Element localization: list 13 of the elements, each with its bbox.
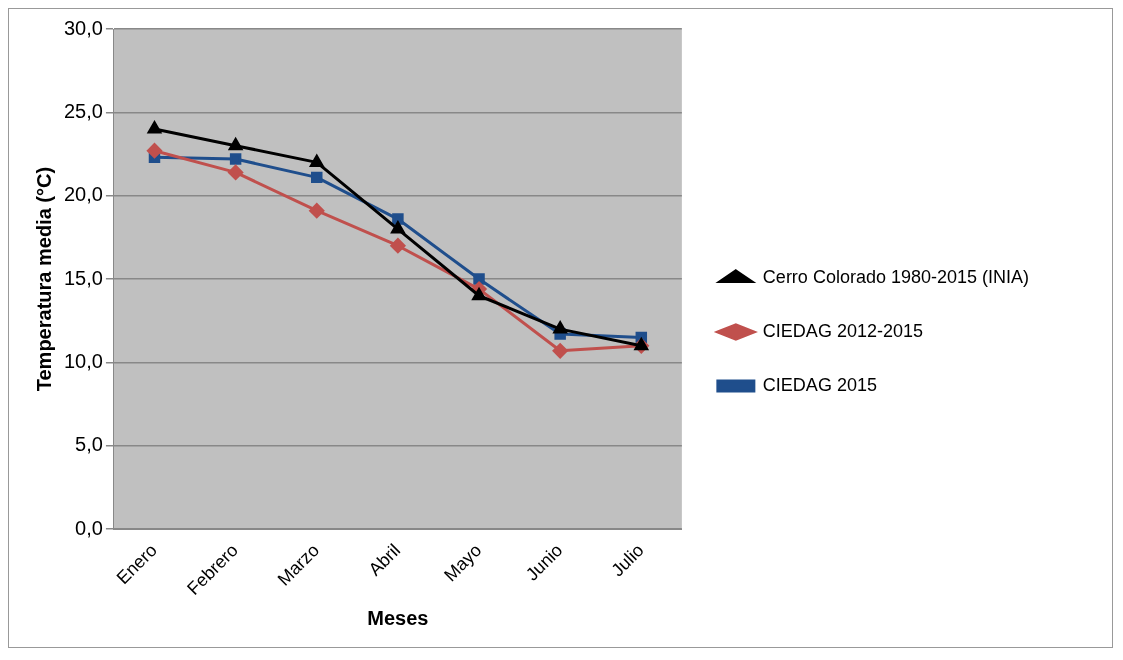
legend-label: Cerro Colorado 1980-2015 (INIA)	[762, 266, 1030, 287]
legend-label: CIEDAG 2012-2015	[762, 320, 923, 341]
y-axis-title: Temperatura media (°C)	[32, 166, 55, 392]
y-tick-label: 5,0	[75, 433, 103, 456]
y-tick-label: 15,0	[63, 266, 103, 289]
y-tick-label: 0,0	[75, 516, 103, 539]
x-tick-label: Julio	[607, 540, 648, 581]
y-tick-label: 10,0	[63, 349, 103, 372]
y-tick-label: 20,0	[63, 183, 103, 206]
legend-label: CIEDAG 2015	[762, 374, 877, 395]
y-tick-label: 25,0	[63, 99, 103, 122]
x-axis-title: Meses	[367, 606, 429, 629]
y-tick-label: 30,0	[63, 16, 103, 39]
